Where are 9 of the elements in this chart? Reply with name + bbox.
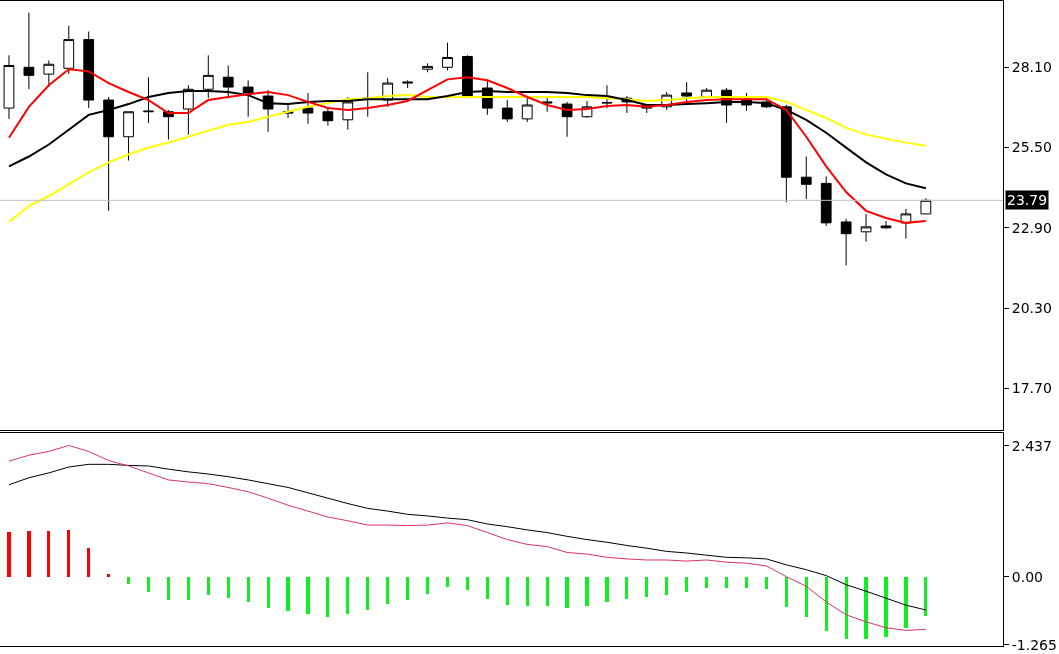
y-tick-label: 17.70 (1011, 380, 1052, 397)
y-tick-label: 20.30 (1011, 299, 1052, 316)
y-tick-label: 25.50 (1011, 139, 1052, 156)
y-tick-label: 28.10 (1011, 59, 1052, 76)
y-tick-label: 22.90 (1011, 219, 1052, 236)
y-tick-label: 0.00 (1011, 568, 1043, 585)
y-tick-label: -1.265 (1011, 636, 1057, 653)
y-tick-label: 2.437 (1011, 437, 1052, 454)
ref-line-label: 23.79 (1007, 192, 1048, 208)
